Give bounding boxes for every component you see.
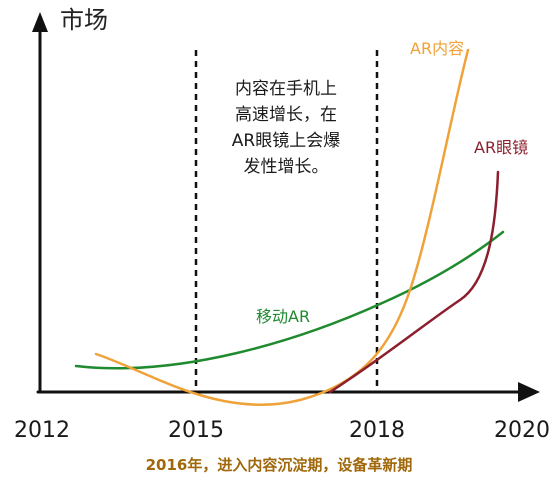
series-curve-mobile-ar bbox=[74, 230, 505, 370]
series-curve-ar-glasses bbox=[328, 170, 500, 394]
series-curve-ar-content bbox=[94, 48, 470, 406]
series-label-mobile-ar: 移动AR bbox=[256, 307, 310, 326]
x-tick-label-2020: 2020 bbox=[494, 418, 550, 443]
x-tick-label-2018: 2018 bbox=[349, 418, 405, 443]
x-tick-label-2012: 2012 bbox=[14, 418, 70, 443]
series-label-ar-glasses: AR眼镜 bbox=[474, 138, 528, 157]
x-axis-arrow-icon bbox=[518, 382, 540, 402]
annotation-block: 内容在手机上 高速增长，在 AR眼镜上会爆 发性增长。 bbox=[232, 79, 340, 177]
annotation-line-1: 内容在手机上 bbox=[235, 79, 337, 99]
annotation-line-2: 高速增长，在 bbox=[235, 105, 337, 125]
x-tick-label-2015: 2015 bbox=[168, 418, 224, 443]
annotation-line-4: 发性增长。 bbox=[244, 157, 329, 177]
y-axis-label: 市场 bbox=[60, 6, 108, 34]
caption: 2016年，进入内容沉淀期，设备革新期 bbox=[146, 456, 413, 474]
annotation-line-3: AR眼镜上会爆 bbox=[232, 131, 340, 151]
y-axis-arrow-icon bbox=[32, 12, 48, 32]
series-label-ar-content: AR内容 bbox=[410, 39, 464, 58]
